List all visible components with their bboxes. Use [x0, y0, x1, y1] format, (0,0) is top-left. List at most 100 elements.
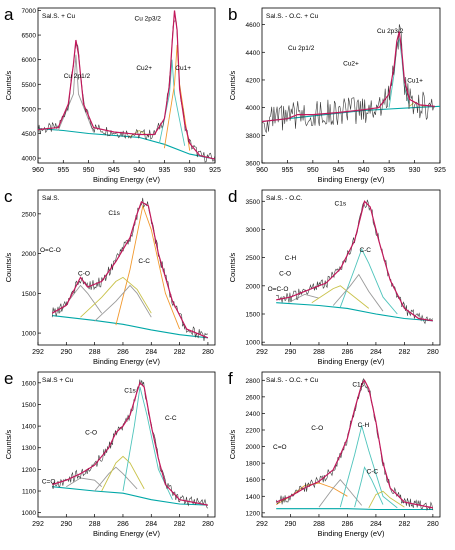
y-tick-label: 4400: [246, 50, 261, 57]
component-peak: [332, 273, 384, 312]
panel-c: 292 290 288 286 284 282 280 1000 1500 2000 2500 Bin…: [4, 187, 216, 366]
x-tick-label: 292: [32, 521, 44, 528]
x-tick-label: 280: [427, 349, 439, 356]
raw-data-line: [37, 20, 216, 163]
y-axis-label: Counts/s: [228, 252, 237, 282]
panel-f: 292 290 288 286 284 282 280 1200 1400 1600 1800 200…: [228, 369, 441, 538]
y-tick-label: 3500: [246, 199, 261, 206]
peak-annotation: Cu2+: [136, 65, 152, 72]
peak-annotation: Cu 2p1/2: [64, 73, 91, 80]
background-line: [276, 508, 433, 511]
y-tick-label: 1200: [22, 467, 37, 474]
y-tick-label: 1300: [22, 445, 37, 452]
component-peak: [94, 284, 152, 322]
y-tick-label: 1600: [22, 380, 37, 387]
peak-annotation: C1s: [352, 382, 364, 389]
x-tick-label: 945: [332, 167, 344, 174]
y-tick-label: 5500: [22, 82, 37, 89]
peak-annotation: C-C: [165, 415, 177, 422]
x-axis-label: Binding Energy (eV): [317, 175, 385, 184]
panel-letter: c: [4, 187, 13, 206]
x-axis-label: Binding Energy (eV): [93, 357, 161, 366]
y-tick-label: 4500: [22, 131, 37, 138]
component-peak: [101, 455, 145, 492]
peak-annotation: C=O: [42, 479, 56, 486]
peak-annotation: C-C: [359, 247, 371, 254]
fit-envelope-line: [52, 381, 209, 506]
component-peak: [354, 466, 384, 508]
x-tick-label: 282: [174, 349, 186, 356]
y-axis-label: Counts/s: [228, 70, 237, 100]
x-tick-label: 940: [133, 167, 145, 174]
y-tick-label: 3800: [246, 133, 261, 140]
x-tick-label: 950: [83, 167, 95, 174]
sample-label: Sal.S. - O.C.: [266, 195, 303, 202]
component-peak: [122, 386, 173, 500]
x-axis-label: Binding Energy (eV): [317, 357, 385, 366]
component-peak: [339, 424, 398, 509]
y-tick-label: 3000: [246, 227, 261, 234]
x-tick-label: 945: [108, 167, 120, 174]
peak-annotation: Cu1+: [175, 65, 191, 72]
peak-annotation: O=C-O: [40, 247, 61, 254]
x-tick-label: 282: [399, 349, 411, 356]
component-peak: [275, 482, 348, 505]
fit-envelope-line: [37, 10, 216, 160]
x-tick-label: 286: [342, 349, 354, 356]
panel-letter: e: [4, 369, 13, 388]
x-tick-label: 925: [209, 167, 221, 174]
component-peak: [158, 59, 186, 146]
x-tick-label: 290: [60, 349, 72, 356]
y-axis-label: Counts/s: [4, 252, 13, 282]
x-tick-label: 930: [409, 167, 421, 174]
y-tick-label: 2000: [22, 251, 37, 258]
sample-label: Sal.S. - O.C. + Cu: [266, 13, 319, 20]
x-tick-label: 292: [32, 349, 44, 356]
x-axis-label: Binding Energy (eV): [93, 175, 161, 184]
x-tick-label: 288: [313, 521, 325, 528]
component-peak: [80, 276, 152, 318]
x-tick-label: 930: [184, 167, 196, 174]
y-tick-label: 1800: [246, 461, 261, 468]
y-tick-label: 6000: [22, 57, 37, 64]
y-tick-label: 1400: [22, 424, 37, 431]
component-peak: [115, 204, 181, 330]
sample-label: Sal.S.: [42, 195, 60, 202]
component-peak: [66, 477, 103, 488]
peak-annotation: C-C: [367, 469, 379, 476]
background-line: [261, 105, 441, 123]
y-tick-label: 2000: [246, 444, 261, 451]
peak-annotation: C-O: [311, 425, 323, 432]
x-tick-label: 288: [89, 349, 101, 356]
panel-letter: d: [228, 187, 237, 206]
x-axis-label: Binding Energy (eV): [93, 529, 161, 538]
x-tick-label: 955: [282, 167, 294, 174]
y-tick-label: 2500: [22, 211, 37, 218]
y-tick-label: 1500: [246, 312, 261, 319]
y-tick-label: 1400: [246, 494, 261, 501]
y-tick-label: 4000: [22, 156, 37, 163]
x-tick-label: 960: [32, 167, 44, 174]
x-tick-label: 955: [57, 167, 69, 174]
y-tick-label: 1100: [22, 489, 36, 496]
component-peak: [368, 490, 405, 509]
x-tick-label: 284: [145, 349, 157, 356]
y-tick-label: 7000: [22, 8, 37, 15]
component-peak: [57, 54, 95, 133]
y-axis-label: Counts/s: [4, 70, 13, 100]
peak-annotation: C-H: [358, 422, 370, 429]
peak-annotation: C1s: [108, 210, 120, 217]
peak-annotation: C-O: [78, 270, 90, 277]
component-peak: [163, 44, 191, 151]
raw-data-line: [276, 199, 434, 325]
y-tick-label: 4000: [246, 105, 261, 112]
x-tick-label: 280: [427, 521, 439, 528]
background-line: [276, 302, 433, 322]
component-peak: [318, 479, 363, 508]
peak-annotation: Cu 2p1/2: [288, 45, 315, 52]
plot-frame: [261, 189, 441, 346]
panel-e: 292 290 288 286 284 282 280 1000 1100 1200 1300 140…: [4, 369, 216, 538]
background-line: [52, 315, 208, 339]
x-tick-label: 282: [399, 521, 411, 528]
